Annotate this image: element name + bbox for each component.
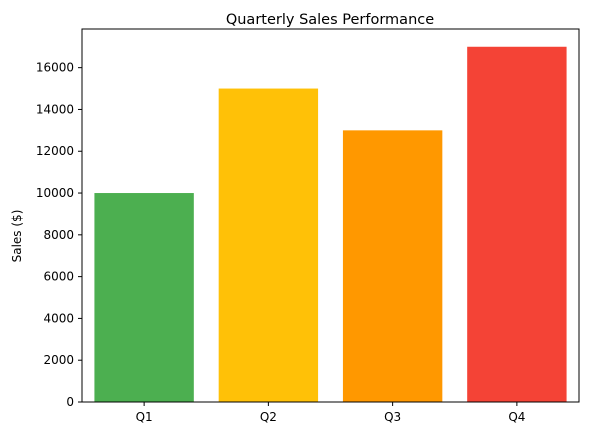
x-tick-label: Q4 xyxy=(508,410,525,424)
bars-layer xyxy=(94,46,567,403)
x-tick-label: Q2 xyxy=(260,410,277,424)
bar-q3 xyxy=(342,130,443,402)
y-tick-label: 16000 xyxy=(36,61,74,75)
y-ticks-layer: 0 2000 4000 6000 8000 10000 12000 14000 16000 xyxy=(36,61,82,409)
y-tick-label: 14000 xyxy=(36,102,74,116)
y-tick-label: 4000 xyxy=(43,311,74,325)
bar-q1 xyxy=(94,193,194,402)
x-tick-label: Q1 xyxy=(136,410,153,424)
y-tick-label: 2000 xyxy=(43,353,74,367)
y-tick-label: 6000 xyxy=(43,270,74,284)
y-tick-label: 12000 xyxy=(36,144,74,158)
bar-q4 xyxy=(467,46,567,402)
plot-frame xyxy=(81,28,580,403)
x-tick-label: Q3 xyxy=(384,410,401,424)
chart-title: Quarterly Sales Performance xyxy=(226,12,434,28)
y-axis-label: Sales ($) xyxy=(10,210,24,263)
bar-q2 xyxy=(218,88,319,403)
y-tick-label: 8000 xyxy=(43,228,74,242)
y-tick-label: 0 xyxy=(66,395,74,409)
x-ticks-layer: Q1 Q2 Q3 Q4 xyxy=(136,402,525,424)
y-tick-label: 10000 xyxy=(36,186,74,200)
